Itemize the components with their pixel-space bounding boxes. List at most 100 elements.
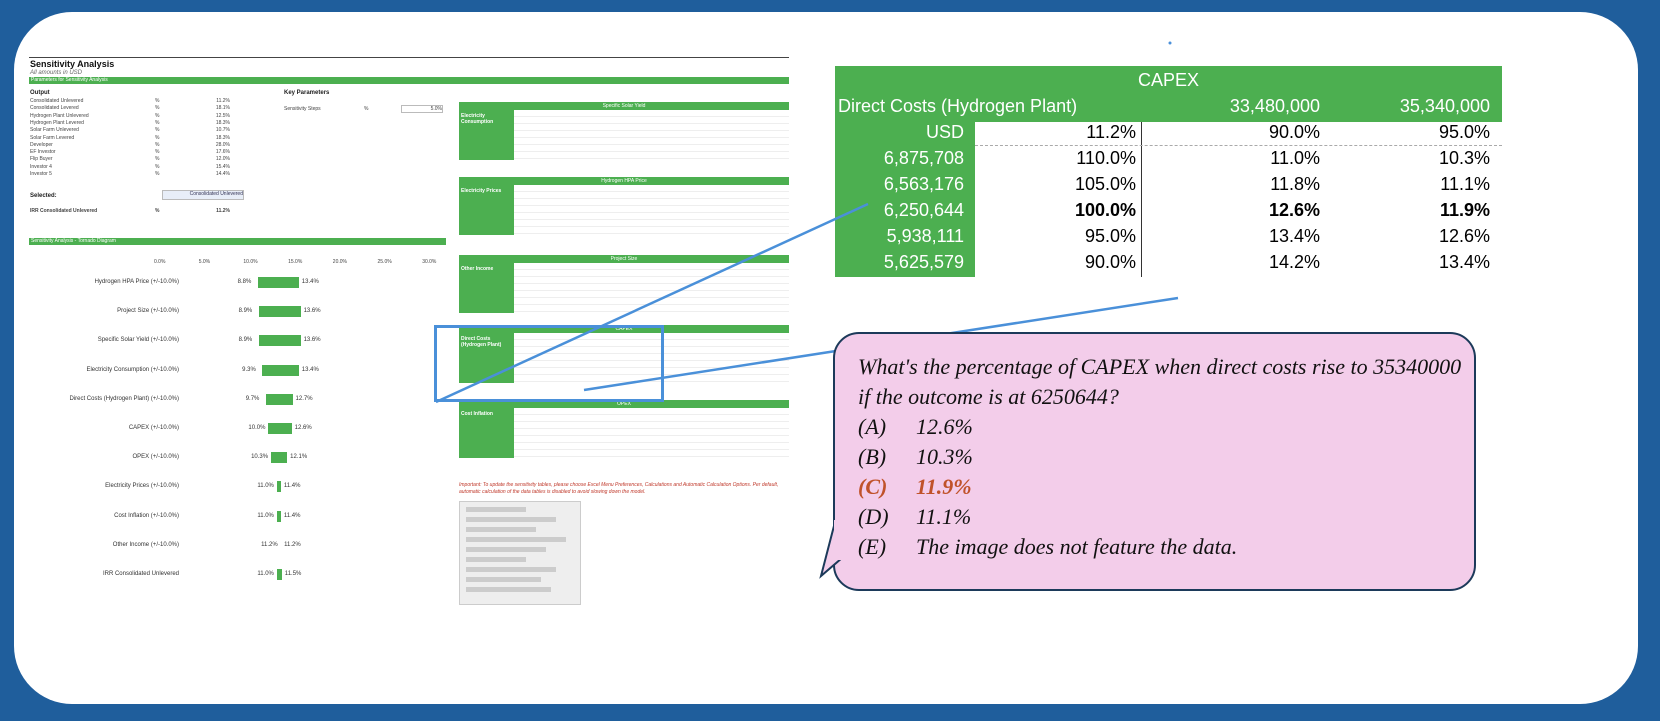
- zoom-dashed-line: [975, 145, 1502, 147]
- sensitivity-table-line: [514, 124, 789, 131]
- tornado-row: CAPEX (+/-10.0%) 10.0% 12.6%: [29, 423, 444, 435]
- tornado-high-value: 12.7%: [295, 395, 313, 402]
- tornado-high-value: 11.2%: [284, 541, 301, 548]
- sensitivity-table-line: [514, 291, 789, 298]
- irr-row: IRR Consolidated Unlevered % 11.2%: [30, 208, 230, 214]
- sensitivity-table-line: [514, 263, 789, 270]
- sensitivity-table-line: [514, 110, 789, 117]
- sensitivity-table-line: [514, 368, 789, 375]
- tornado-label: IRR Consolidated Unlevered: [102, 571, 179, 577]
- output-header: Output: [30, 90, 50, 96]
- zoom-direct-cost: 6,563,176: [883, 174, 964, 194]
- answer-option[interactable]: (D) 11.1%: [858, 502, 1468, 532]
- sensitivity-steps-label: Sensitivity Steps: [284, 106, 321, 112]
- selected-dropdown[interactable]: Consolidated Unlevered: [162, 190, 244, 200]
- sensitivity-table-line: [514, 347, 789, 354]
- tornado-bar: [257, 277, 299, 288]
- zoom-value-c2: 11.9%: [1439, 200, 1490, 220]
- zoom-unit-row: USD 11.2% 90.0% 95.0%: [835, 122, 1502, 148]
- output-name: EF Investor: [30, 149, 56, 156]
- zoom-value-c1: 11.0%: [1270, 148, 1320, 168]
- spreadsheet: Sensitivity Analysis All amounts in USD …: [29, 57, 834, 632]
- sensitivity-table-body: [514, 333, 789, 382]
- tornado-row: IRR Consolidated Unlevered 11.0% 11.5%: [29, 569, 444, 581]
- zoom-direct-cost: 5,625,579: [883, 252, 964, 272]
- output-value: 15.4%: [215, 163, 230, 170]
- tornado-low-value: 9.7%: [245, 395, 260, 402]
- output-unit: %: [155, 171, 160, 177]
- zoom-value-c2: 11.1%: [1440, 174, 1490, 194]
- sensitivity-table-label: Electricity Consumption: [461, 113, 494, 125]
- tornado-axis-tick: 0.0%: [154, 259, 166, 265]
- zoom-data-row: 5,625,579 90.0% 14.2% 13.4%: [835, 252, 1502, 278]
- sensitivity-table-label: Direct Costs (Hydrogen Plant): [461, 336, 502, 348]
- zoom-value-c2: 10.3%: [1438, 148, 1490, 168]
- tornado-bar: [277, 569, 282, 580]
- answer-option[interactable]: (B) 10.3%: [858, 442, 1468, 472]
- answer-option-text: The image does not feature the data.: [916, 534, 1238, 559]
- sensitivity-table: Hydrogen HPA Price Electricity Prices: [459, 177, 789, 235]
- tornado-high-value: 13.6%: [303, 308, 321, 315]
- tornado-axis-tick: 25.0%: [377, 259, 392, 265]
- tornado-high-value: 12.1%: [290, 454, 308, 461]
- tornado-label: Hydrogen HPA Price (+/-10.0%): [94, 279, 179, 285]
- tornado-row: Electricity Consumption (+/-10.0%) 9.3% 13…: [29, 364, 444, 377]
- tornado-axis-tick: 5.0%: [198, 259, 211, 265]
- answer-option-key: (A): [858, 414, 887, 439]
- zoom-data-row: 6,250,644 100.0% 12.6% 11.9%: [835, 200, 1502, 226]
- answer-option-key: (C): [858, 474, 888, 499]
- output-name: Solar Farm Unlevered: [30, 127, 79, 134]
- tornado-label: Project Size (+/-10.0%): [117, 308, 179, 315]
- sensitivity-table-line: [514, 213, 789, 220]
- sensitivity-table-header: OPEX: [459, 400, 789, 408]
- zoom-value-c1: 14.2%: [1268, 252, 1320, 272]
- sensitivity-table-line: [514, 117, 789, 124]
- sensitivity-table-rowlabel: Direct Costs (Hydrogen Plant): [459, 333, 514, 383]
- zoom-direct-cost: 6,250,644: [883, 200, 964, 220]
- zoom-divider: [1141, 122, 1142, 277]
- output-name: Hydrogen Plant Levered: [30, 119, 84, 126]
- zoom-pct: 110.0%: [1076, 148, 1136, 168]
- sensitivity-steps-input[interactable]: 5.0%: [401, 105, 443, 113]
- sensitivity-table-rowlabel: Cost Inflation: [459, 408, 514, 458]
- connector-line-1: [435, 202, 869, 404]
- zoom-col-header-2: 35,340,000: [1399, 96, 1490, 116]
- zoom-value-c2: 12.6%: [1438, 226, 1490, 246]
- output-name: Investor 4: [30, 163, 52, 170]
- sensitivity-table-rowlabel: Electricity Prices: [459, 185, 514, 235]
- output-name: Developer: [30, 141, 53, 148]
- zoom-data-row: 6,875,708 110.0% 11.0% 10.3%: [835, 148, 1502, 174]
- output-name: Flip Buyer: [30, 156, 53, 163]
- sensitivity-table-line: [514, 305, 789, 312]
- answer-option[interactable]: (A) 12.6%: [858, 412, 1468, 442]
- sensitivity-table-line: [514, 361, 789, 368]
- tornado-label: Electricity Prices (+/-10.0%): [105, 483, 179, 490]
- tornado-bar: [277, 510, 281, 522]
- answer-option-text: 11.1%: [916, 504, 972, 529]
- tornado-low-value: 10.3%: [251, 454, 269, 461]
- zoom-data-row: 6,563,176 105.0% 11.8% 11.1%: [835, 174, 1502, 200]
- zoom-pct: 90.0%: [1084, 252, 1136, 272]
- zoom-title: CAPEX: [1137, 70, 1200, 90]
- tornado-low-value: 10.0%: [248, 425, 266, 431]
- sensitivity-table-line: [514, 408, 789, 415]
- zoom-pct: 95.0%: [1084, 226, 1136, 246]
- sensitivity-table-line: [514, 138, 789, 145]
- answer-option[interactable]: (C) 11.9%: [858, 472, 1468, 502]
- tornado-low-value: 11.0%: [257, 571, 274, 577]
- sensitivity-table-line: [514, 340, 789, 347]
- tornado-axis-tick: 30.0%: [422, 259, 437, 265]
- tornado-bar: Sensitivity Analysis - Tornado Diagram: [29, 238, 446, 245]
- tornado-bar: [262, 364, 299, 376]
- output-name: Solar Farm Levered: [30, 134, 75, 141]
- tornado-label: Direct Costs (Hydrogen Plant) (+/-10.0%): [69, 395, 179, 402]
- zoom-pct: 105.0%: [1074, 174, 1136, 194]
- tornado-row: Project Size (+/-10.0%) 8.9% 13.6%: [29, 306, 444, 318]
- tornado-high-value: 13.4%: [301, 279, 319, 285]
- sheet-title: Sensitivity Analysis: [30, 59, 115, 69]
- tornado-low-value: 11.0%: [257, 512, 274, 519]
- output-row: Investor 4% 15.4%: [30, 164, 230, 170]
- tornado-low-value: 8.9%: [238, 337, 253, 344]
- sensitivity-table-line: [514, 422, 789, 429]
- answer-option[interactable]: (E) The image does not feature the data.: [858, 532, 1468, 562]
